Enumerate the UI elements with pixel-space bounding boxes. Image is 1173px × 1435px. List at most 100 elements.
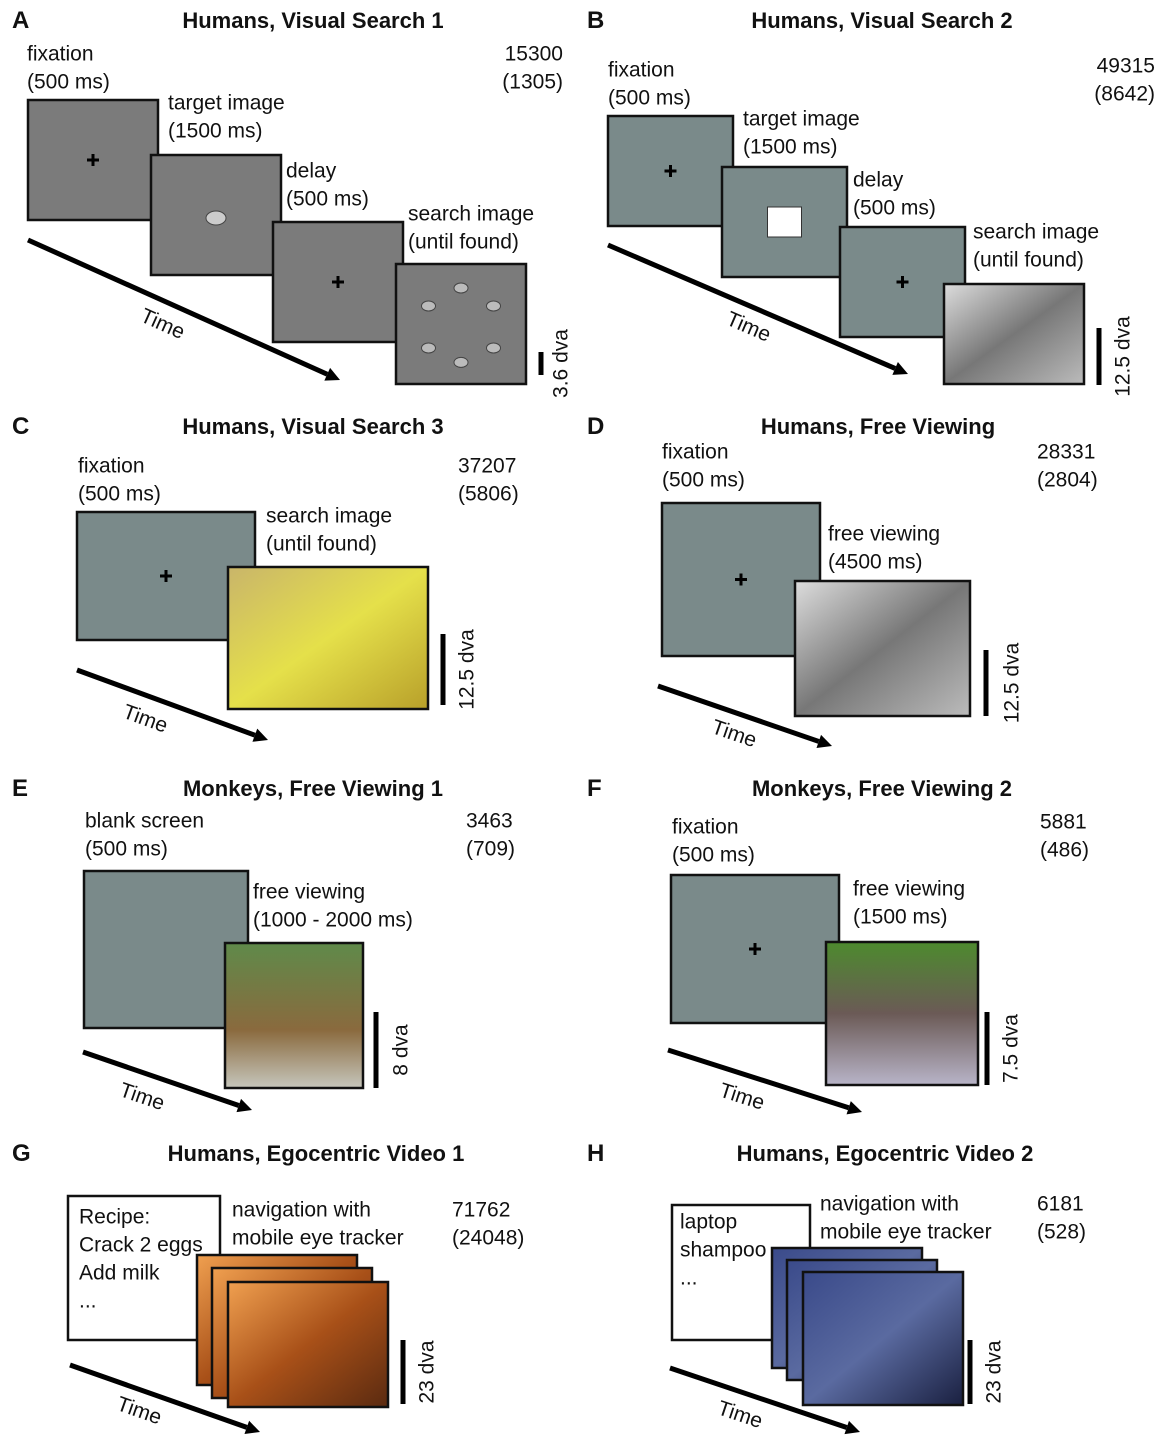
- instruction-text: ...: [680, 1267, 698, 1290]
- panel-letter: H: [587, 1140, 604, 1167]
- stage-label: fixation: [608, 59, 675, 82]
- panel-letter: G: [12, 1140, 31, 1167]
- search-object: [422, 343, 436, 353]
- trial-count: (486): [1040, 839, 1089, 862]
- trial-count: 3463: [466, 810, 513, 833]
- screen: [795, 581, 970, 716]
- screen: [944, 284, 1084, 384]
- instruction-text: Recipe:: [79, 1206, 150, 1229]
- stage-label: mobile eye tracker: [232, 1227, 404, 1250]
- arrow-head: [844, 1421, 860, 1434]
- stage-label: mobile eye tracker: [820, 1221, 992, 1244]
- trial-count: 37207: [458, 455, 516, 478]
- stage-label: (500 ms): [853, 197, 936, 220]
- trial-count: 6181: [1037, 1193, 1084, 1216]
- panel: E Monkeys, Free Viewing 1 blank screen (500…: [12, 775, 515, 1115]
- instruction-text: laptop: [680, 1211, 737, 1234]
- scale-label: 8 dva: [390, 1024, 413, 1076]
- search-object: [487, 301, 501, 311]
- time-label: Time: [117, 1079, 168, 1116]
- stage-label: search image: [408, 203, 534, 226]
- stage-label: navigation with: [820, 1193, 959, 1216]
- screen: [225, 943, 363, 1088]
- trial-count: 28331: [1037, 441, 1095, 464]
- scale-label: 12.5 dva: [1112, 316, 1135, 397]
- trial-count: (2804): [1037, 469, 1098, 492]
- arrow-head: [816, 735, 832, 748]
- time-label: Time: [715, 1397, 766, 1433]
- panel-title: Humans, Visual Search 2: [751, 8, 1012, 33]
- stage-label: (1000 - 2000 ms): [253, 909, 413, 932]
- stage-label: (500 ms): [608, 87, 691, 110]
- search-object: [487, 343, 501, 353]
- target-object: [768, 207, 802, 237]
- instruction-text: shampoo: [680, 1239, 766, 1262]
- trial-count: 5881: [1040, 811, 1087, 834]
- stage-label: (until found): [266, 533, 377, 556]
- trial-count: (709): [466, 838, 515, 861]
- stage-label: (500 ms): [78, 483, 161, 506]
- panel-letter: E: [12, 775, 28, 802]
- trial-count: 15300: [505, 43, 563, 66]
- stage-label: (1500 ms): [853, 906, 948, 929]
- search-object: [422, 301, 436, 311]
- stage-label: fixation: [672, 816, 739, 839]
- stage-label: blank screen: [85, 810, 204, 833]
- panel-letter: A: [12, 7, 29, 34]
- panel-letter: D: [587, 413, 604, 440]
- stage-label: free viewing: [828, 523, 940, 546]
- trial-count: (8642): [1094, 83, 1155, 106]
- scale-label: 12.5 dva: [456, 629, 479, 710]
- arrow-head: [244, 1421, 260, 1434]
- stage-label: search image: [266, 505, 392, 528]
- trial-count: 49315: [1097, 55, 1155, 78]
- panel-title: Humans, Visual Search 1: [182, 8, 443, 33]
- search-object: [454, 283, 468, 293]
- instruction-text: Crack 2 eggs: [79, 1234, 203, 1257]
- stage-label: (500 ms): [286, 188, 369, 211]
- panel: B Humans, Visual Search 2 fixation (500 ms)…: [587, 7, 1155, 397]
- panel-title: Monkeys, Free Viewing 2: [752, 776, 1012, 801]
- search-object: [454, 357, 468, 367]
- trial-count: (24048): [452, 1227, 524, 1250]
- trial-count: (528): [1037, 1221, 1086, 1244]
- scale-label: 23 dva: [983, 1340, 1006, 1403]
- stage-label: (4500 ms): [828, 551, 923, 574]
- arrow-head: [236, 1099, 252, 1112]
- stage-label: free viewing: [853, 878, 965, 901]
- stage-label: (1500 ms): [743, 136, 838, 159]
- trial-count: 71762: [452, 1199, 510, 1222]
- target-object: [206, 211, 226, 225]
- panel: A Humans, Visual Search 1 fixation (500 ms)…: [12, 7, 573, 398]
- arrow-head: [847, 1101, 862, 1114]
- screen: [228, 1282, 388, 1407]
- time-label: Time: [120, 700, 171, 737]
- stage-label: (500 ms): [662, 469, 745, 492]
- stage-label: (500 ms): [672, 844, 755, 867]
- stage-label: delay: [286, 160, 337, 183]
- panel-title: Monkeys, Free Viewing 1: [183, 776, 443, 801]
- panel-letter: F: [587, 775, 602, 802]
- stage-label: (until found): [973, 249, 1084, 272]
- screen: [228, 567, 428, 709]
- stage-label: (1500 ms): [168, 120, 263, 143]
- stage-label: target image: [743, 108, 860, 131]
- panel-title: Humans, Egocentric Video 2: [737, 1141, 1034, 1166]
- trial-count: (1305): [502, 71, 563, 94]
- stage-label: fixation: [27, 43, 94, 66]
- instruction-text: ...: [79, 1290, 97, 1313]
- screen: [803, 1272, 963, 1405]
- panel: F Monkeys, Free Viewing 2 fixation (500 ms)…: [587, 775, 1089, 1115]
- stage-label: free viewing: [253, 881, 365, 904]
- instruction-text: Add milk: [79, 1262, 160, 1285]
- panel: H Humans, Egocentric Video 2 laptop shampoo…: [587, 1140, 1086, 1434]
- time-label: Time: [717, 1079, 768, 1115]
- scale-label: 12.5 dva: [1001, 642, 1024, 723]
- stage-label: (500 ms): [85, 838, 168, 861]
- screen: [84, 871, 248, 1028]
- stage-label: (500 ms): [27, 71, 110, 94]
- panel-letter: B: [587, 7, 604, 34]
- panel-letter: C: [12, 413, 29, 440]
- scale-label: 7.5 dva: [1000, 1014, 1023, 1083]
